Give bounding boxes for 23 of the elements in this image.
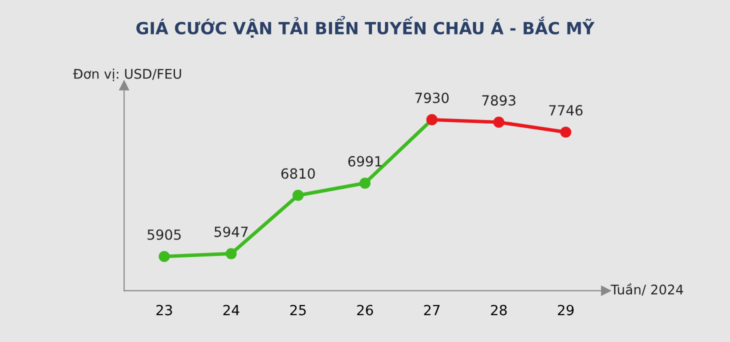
point	[158, 250, 170, 262]
point	[493, 116, 504, 128]
x-tick-label: 25	[290, 304, 306, 316]
chart-title: GIÁ CƯỚC VẬN TẢI BIỂN TUYẾN CHÂU Á - BẮC MỸ	[136, 16, 595, 38]
x-tick-label: 28	[491, 304, 507, 316]
x-axis-title: Tuần/ 2024	[610, 283, 684, 296]
point	[359, 178, 371, 189]
data-label: 6991	[348, 156, 382, 167]
x-tick-label: 24	[223, 304, 240, 316]
x-tick-label: 27	[424, 304, 440, 316]
x-tick-label: 26	[357, 304, 373, 316]
x-tick-label: 23	[156, 304, 172, 316]
point	[226, 248, 237, 260]
data-label: 7746	[549, 105, 583, 116]
point	[560, 126, 572, 138]
data-label: 7930	[415, 92, 449, 104]
x-tick-label: 29	[558, 304, 574, 316]
y-axis-title: Đơn vị: USD/FEU	[73, 68, 182, 82]
data-label: 5905	[148, 229, 181, 240]
data-label: 7893	[482, 95, 516, 106]
data-label: 5947	[214, 226, 248, 238]
data-label: 6810	[281, 168, 315, 179]
point	[292, 190, 304, 201]
